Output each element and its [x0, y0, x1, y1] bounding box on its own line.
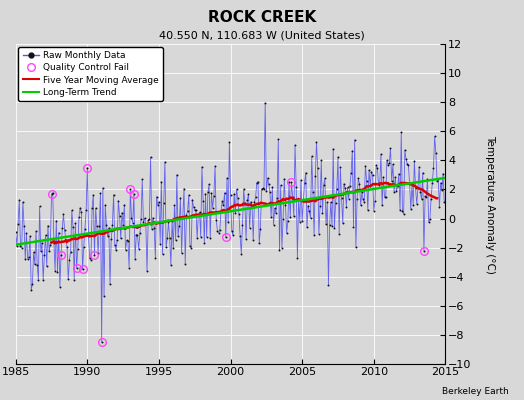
Text: 40.550 N, 110.683 W (United States): 40.550 N, 110.683 W (United States) — [159, 30, 365, 40]
Text: Berkeley Earth: Berkeley Earth — [442, 387, 508, 396]
Text: ROCK CREEK: ROCK CREEK — [208, 10, 316, 25]
Legend: Raw Monthly Data, Quality Control Fail, Five Year Moving Average, Long-Term Tren: Raw Monthly Data, Quality Control Fail, … — [18, 47, 163, 101]
Y-axis label: Temperature Anomaly (°C): Temperature Anomaly (°C) — [485, 134, 495, 274]
